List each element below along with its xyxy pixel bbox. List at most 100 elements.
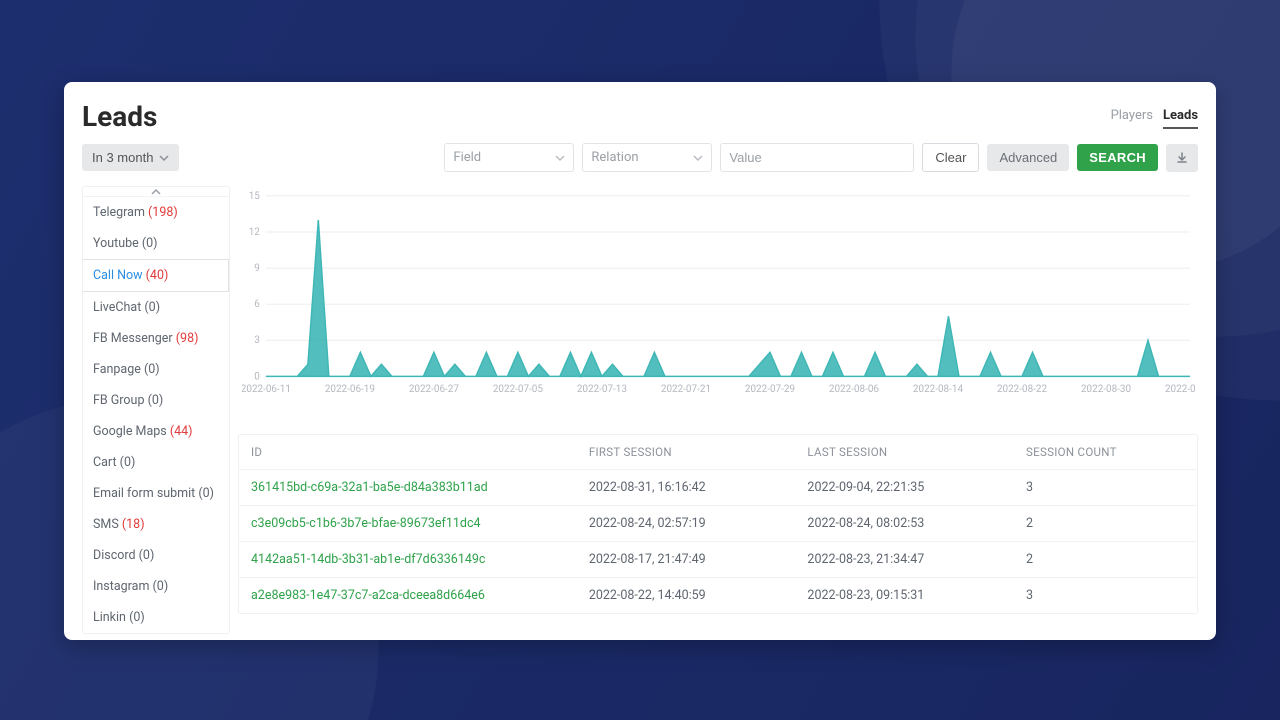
row-session-count: 2 — [1026, 516, 1185, 531]
sidebar-item-label: Email form submit — [93, 486, 198, 501]
table-row: a2e8e983-1e47-37c7-a2ca-dceea8d664e62022… — [239, 577, 1197, 613]
row-id[interactable]: c3e09cb5-c1b6-3b7e-bfae-89673ef11dc4 — [251, 516, 589, 531]
row-first-session: 2022-08-22, 14:40:59 — [589, 588, 808, 603]
sidebar-item-fb-messenger[interactable]: FB Messenger (98) — [83, 323, 229, 354]
svg-text:2022-07-13: 2022-07-13 — [577, 384, 627, 395]
sidebar-item-label: LiveChat — [93, 300, 144, 315]
clear-button[interactable]: Clear — [922, 143, 979, 172]
date-range-button[interactable]: In 3 month — [82, 144, 179, 171]
sidebar: Telegram (198)Youtube (0)Call Now (40)Li… — [82, 186, 230, 634]
row-id[interactable]: a2e8e983-1e47-37c7-a2ca-dceea8d664e6 — [251, 588, 589, 603]
leads-chart: 036912152022-06-112022-06-192022-06-2720… — [238, 186, 1198, 396]
sidebar-item-label: Youtube — [93, 236, 142, 251]
svg-text:2022-08-30: 2022-08-30 — [1081, 384, 1131, 395]
sidebar-item-count: (0) — [148, 393, 164, 408]
table-row: 4142aa51-14db-3b31-ab1e-df7d6336149c 2022… — [239, 541, 1197, 577]
row-first-session: 2022-08-31, 16:16:42 — [589, 480, 808, 495]
sidebar-item-label: Discord — [93, 548, 139, 563]
relation-select[interactable]: Relation — [582, 143, 712, 172]
svg-text:2022-07-05: 2022-07-05 — [493, 384, 544, 395]
relation-select-placeholder: Relation — [591, 150, 638, 165]
row-first-session: 2022-08-24, 02:57:19 — [589, 516, 808, 531]
sessions-table: ID FIRST SESSION LAST SESSION SESSION CO… — [238, 434, 1198, 614]
sidebar-item-sms[interactable]: SMS (18) — [83, 509, 229, 540]
sidebar-item-label: Telegram — [93, 205, 148, 220]
sidebar-item-cart[interactable]: Cart (0) — [83, 447, 229, 478]
field-select-placeholder: Field — [453, 150, 481, 165]
sidebar-item-youtube[interactable]: Youtube (0) — [83, 228, 229, 259]
sidebar-item-email-form-submit[interactable]: Email form submit (0) — [83, 478, 229, 509]
sidebar-item-call-now[interactable]: Call Now (40) — [83, 259, 229, 292]
field-select[interactable]: Field — [444, 143, 574, 172]
row-id[interactable]: 4142aa51-14db-3b31-ab1e-df7d6336149c — [251, 552, 589, 567]
row-session-count: 3 — [1026, 480, 1185, 495]
row-last-session: 2022-08-23, 09:15:31 — [807, 588, 1026, 603]
sidebar-item-label: Fanpage — [93, 362, 144, 377]
sidebar-item-fanpage[interactable]: Fanpage (0) — [83, 354, 229, 385]
row-last-session: 2022-09-04, 22:21:35 — [807, 480, 1026, 495]
col-session-count: SESSION COUNT — [1026, 445, 1185, 459]
sidebar-item-label: Linkin — [93, 610, 129, 625]
svg-text:2022-06-11: 2022-06-11 — [242, 384, 291, 395]
col-id: ID — [251, 445, 589, 459]
sidebar-item-label: Call Now — [93, 268, 146, 283]
value-input[interactable] — [720, 143, 914, 172]
download-button[interactable] — [1166, 144, 1198, 172]
col-first-session: FIRST SESSION — [589, 445, 808, 459]
svg-text:12: 12 — [249, 227, 261, 238]
svg-text:15: 15 — [249, 191, 261, 202]
date-range-label: In 3 month — [92, 150, 153, 165]
advanced-button[interactable]: Advanced — [987, 144, 1069, 171]
sidebar-item-count: (44) — [170, 424, 193, 439]
sidebar-item-count: (40) — [146, 268, 169, 283]
row-id[interactable]: 361415bd-c69a-32a1-ba5e-d84a383b11ad — [251, 480, 589, 495]
sidebar-item-count: (0) — [153, 579, 169, 594]
sidebar-item-count: (0) — [139, 548, 155, 563]
table-row: c3e09cb5-c1b6-3b7e-bfae-89673ef11dc42022… — [239, 505, 1197, 541]
sidebar-item-linkin[interactable]: Linkin (0) — [83, 602, 229, 633]
chevron-down-icon — [555, 153, 565, 163]
tab-players[interactable]: Players — [1111, 108, 1153, 129]
sidebar-item-google-maps[interactable]: Google Maps (44) — [83, 416, 229, 447]
svg-text:6: 6 — [254, 299, 260, 310]
svg-text:3: 3 — [254, 335, 260, 346]
sidebar-collapse[interactable] — [83, 187, 229, 197]
leads-panel: Leads Players Leads In 3 month Field Rel… — [64, 82, 1216, 640]
row-last-session: 2022-08-23, 21:34:47 — [807, 552, 1026, 567]
sidebar-item-count: (18) — [122, 517, 145, 532]
svg-text:2022-07-29: 2022-07-29 — [745, 384, 795, 395]
sidebar-item-count: (0) — [142, 236, 158, 251]
row-session-count: 2 — [1026, 552, 1185, 567]
sidebar-item-discord[interactable]: Discord (0) — [83, 540, 229, 571]
chevron-down-icon — [693, 153, 703, 163]
sidebar-item-fb-group[interactable]: FB Group (0) — [83, 385, 229, 416]
sidebar-item-instagram[interactable]: Instagram (0) — [83, 571, 229, 602]
download-icon — [1175, 151, 1189, 165]
tab-leads[interactable]: Leads — [1163, 108, 1198, 129]
sidebar-item-count: (0) — [198, 486, 214, 501]
sidebar-item-label: FB Messenger — [93, 331, 176, 346]
svg-text:2022-09-07: 2022-09-07 — [1165, 384, 1196, 395]
sidebar-item-count: (0) — [129, 610, 145, 625]
svg-text:2022-08-14: 2022-08-14 — [913, 384, 964, 395]
svg-text:2022-06-27: 2022-06-27 — [409, 384, 460, 395]
sidebar-item-count: (198) — [148, 205, 178, 220]
sidebar-item-label: SMS — [93, 517, 122, 532]
col-last-session: LAST SESSION — [807, 445, 1026, 459]
sidebar-item-count: (0) — [144, 300, 160, 315]
sidebar-item-label: FB Group — [93, 393, 148, 408]
chevron-up-icon — [151, 188, 161, 196]
header: Leads Players Leads — [64, 82, 1216, 133]
sidebar-item-livechat[interactable]: LiveChat (0) — [83, 292, 229, 323]
table-header: ID FIRST SESSION LAST SESSION SESSION CO… — [239, 435, 1197, 469]
sidebar-item-telegram[interactable]: Telegram (198) — [83, 197, 229, 228]
search-button[interactable]: SEARCH — [1077, 144, 1158, 171]
row-session-count: 3 — [1026, 588, 1185, 603]
main: 036912152022-06-112022-06-192022-06-2720… — [238, 186, 1210, 634]
sidebar-item-label: Google Maps — [93, 424, 170, 439]
page-title: Leads — [82, 100, 157, 133]
table-row: 361415bd-c69a-32a1-ba5e-d84a383b11ad2022… — [239, 469, 1197, 505]
sidebar-item-count: (0) — [120, 455, 136, 470]
tabs: Players Leads — [1111, 100, 1198, 129]
sidebar-item-count: (98) — [176, 331, 199, 346]
